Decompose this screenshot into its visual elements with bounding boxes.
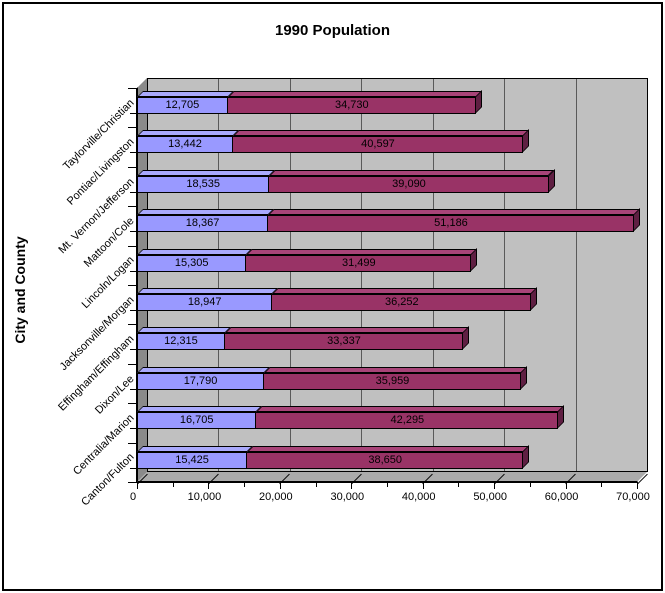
bar-value-label-county: 38,650: [368, 453, 403, 466]
x-minor-tick: [601, 482, 603, 487]
bar-base-tick: [130, 191, 137, 193]
x-major-tick: [637, 482, 638, 489]
bar-value-label-county: 31,499: [341, 256, 376, 269]
bar-value-label-city: 18,535: [186, 177, 221, 190]
category-tick: [128, 245, 137, 247]
gridline: [432, 79, 434, 471]
gridline: [289, 79, 291, 471]
chart-title: 1990 Population: [274, 22, 391, 39]
x-tick-label: 10,000: [187, 491, 222, 503]
category-tick: [128, 442, 137, 444]
bar-segment-county: [223, 333, 464, 351]
bar-base-tick: [130, 113, 137, 114]
bar-base-tick: [130, 231, 137, 233]
bar-value-label-county: 39,090: [392, 177, 426, 190]
bar-segment-county: [255, 412, 559, 430]
bar-segment-county: [268, 175, 549, 193]
x-major-tick: [208, 482, 210, 489]
bar-base-tick: [130, 388, 137, 390]
category-tick: [128, 482, 137, 483]
x-minor-tick: [315, 482, 317, 487]
bar-value-label-city: 12,705: [165, 99, 200, 111]
category-tick: [128, 285, 137, 286]
x-tick-label: 40,000: [401, 491, 436, 503]
gridline: [361, 79, 363, 471]
x-major-tick: [351, 482, 353, 489]
bar-value-label-county: 33,337: [327, 335, 361, 348]
x-major-tick: [137, 482, 138, 489]
x-major-tick: [494, 482, 496, 489]
category-tick: [128, 88, 137, 89]
x-minor-tick: [458, 482, 460, 487]
x-minor-tick: [244, 482, 246, 487]
bar-value-label-city: 15,305: [174, 256, 209, 269]
x-tick-label: 60,000: [544, 491, 579, 503]
bar-base-tick: [130, 467, 137, 469]
x-tick-label: 0: [129, 491, 137, 503]
bar-segment-county: [246, 451, 524, 469]
bar-segment-county: [267, 215, 634, 233]
gridline: [218, 79, 220, 471]
bar-base-tick: [130, 270, 137, 272]
bar-segment-county: [226, 97, 476, 114]
bar-base-tick: [130, 349, 137, 351]
bar-value-label-county: 51,186: [434, 217, 468, 230]
gridline: [504, 79, 506, 471]
category-tick: [128, 403, 137, 405]
bar-base-tick: [130, 310, 137, 311]
x-tick-label: 50,000: [473, 491, 507, 503]
bar-value-label-county: 35,959: [375, 374, 410, 387]
bar-value-label-county: 34,730: [334, 99, 369, 111]
bar-base-tick: [130, 428, 137, 430]
bar-value-label-city: 15,425: [175, 453, 209, 466]
x-minor-tick: [172, 482, 174, 487]
bar-value-label-city: 17,790: [183, 374, 218, 387]
x-minor-tick: [529, 482, 531, 487]
bar-segment-county: [232, 136, 523, 154]
category-tick: [128, 166, 137, 168]
bar-base-tick: [130, 152, 137, 154]
bar-value-label-county: 36,252: [384, 296, 419, 308]
bar-segment-county: [271, 294, 532, 311]
x-major-tick: [279, 482, 281, 489]
bar-value-label-city: 16,705: [179, 414, 214, 427]
x-tick-label: 70,000: [616, 491, 650, 503]
category-tick: [128, 324, 137, 326]
bar-segment-county: [263, 372, 521, 390]
bar-value-label-city: 18,947: [187, 296, 222, 308]
x-major-tick: [422, 482, 424, 489]
category-tick: [128, 363, 137, 365]
bar-value-label-city: 12,315: [164, 335, 198, 348]
category-tick: [128, 206, 137, 208]
bar-value-label-county: 40,597: [361, 138, 395, 151]
x-tick-label: 30,000: [330, 491, 365, 503]
bar-value-label-city: 13,442: [168, 138, 202, 151]
category-tick: [128, 127, 137, 129]
gridline: [575, 79, 577, 471]
x-tick-label: 20,000: [259, 491, 293, 503]
bar-value-label-city: 18,367: [185, 217, 220, 230]
bar-segment-county: [245, 254, 472, 272]
x-minor-tick: [387, 482, 388, 487]
bar-value-label-county: 42,295: [390, 414, 425, 427]
x-major-tick: [565, 482, 567, 489]
